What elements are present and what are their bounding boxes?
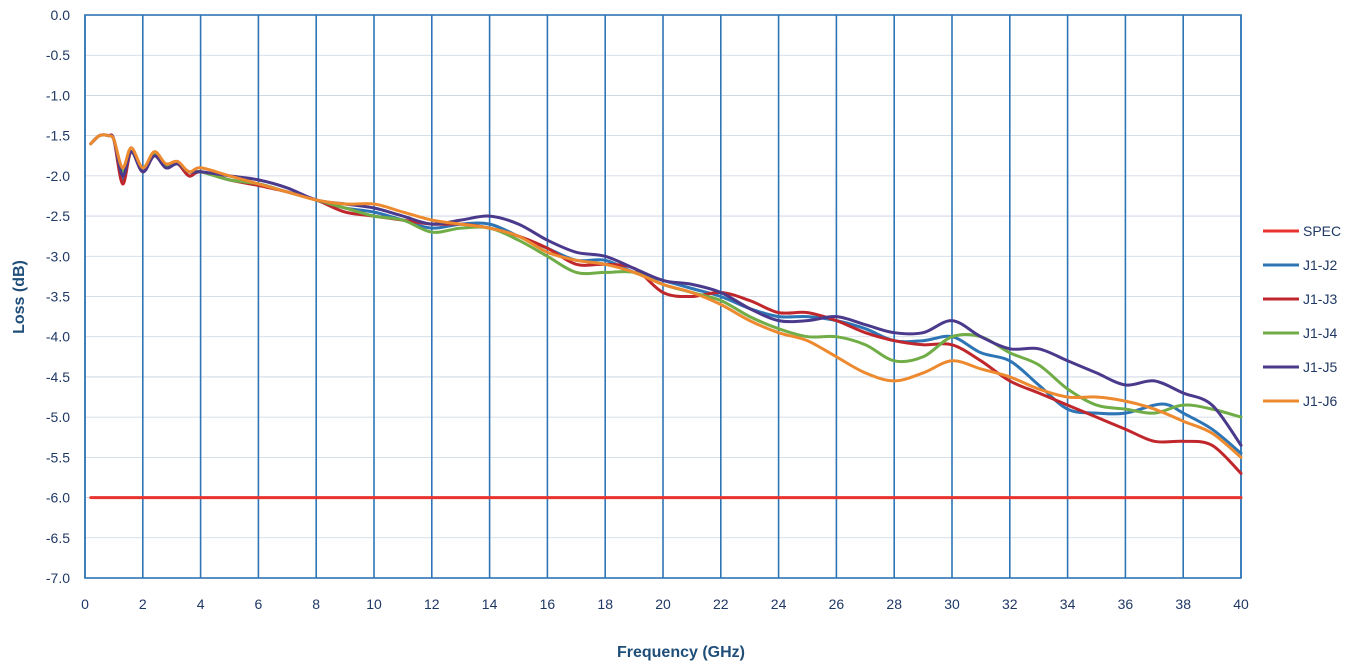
legend-label-j1-j2: J1-J2 xyxy=(1303,257,1337,273)
x-tick-label: 36 xyxy=(1118,596,1134,612)
y-tick-label: -1.5 xyxy=(46,128,70,144)
x-axis-title: Frequency (GHz) xyxy=(617,644,745,661)
y-tick-label: 0.0 xyxy=(51,7,71,23)
x-tick-label: 10 xyxy=(366,596,382,612)
y-tick-label: -2.5 xyxy=(46,208,70,224)
y-tick-label: -3.5 xyxy=(46,289,70,305)
y-axis-title: Loss (dB) xyxy=(11,260,28,334)
y-tick-label: -4.0 xyxy=(46,329,70,345)
y-tick-label: -5.5 xyxy=(46,449,70,465)
axes xyxy=(84,14,1242,579)
x-tick-label: 20 xyxy=(655,596,671,612)
x-tick-label: 32 xyxy=(1002,596,1018,612)
legend-label-j1-j5: J1-J5 xyxy=(1303,359,1337,375)
x-tick-label: 22 xyxy=(713,596,729,612)
x-tick-label: 40 xyxy=(1233,596,1249,612)
y-tick-label: -6.5 xyxy=(46,530,70,546)
x-tick-label: 18 xyxy=(597,596,613,612)
y-axis-tick-labels: 0.0 -0.5 -1.0 -1.5 -2.0 -2.5 -3.0 -3.5 -4.0 -4.5 -… xyxy=(46,7,70,586)
y-tick-label: -1.0 xyxy=(46,87,70,103)
y-tick-label: -5.0 xyxy=(46,409,70,425)
y-tick-label: -3.0 xyxy=(46,248,70,264)
x-tick-label: 0 xyxy=(81,596,89,612)
series-line-j1-j6 xyxy=(89,133,1243,459)
x-tick-label: 8 xyxy=(312,596,320,612)
y-tick-label: -0.5 xyxy=(46,47,70,63)
legend: SPEC J1-J2 J1-J3 J1-J4 J1-J5 J1-J6 xyxy=(1263,223,1341,409)
x-tick-label: 28 xyxy=(886,596,902,612)
x-tick-label: 34 xyxy=(1060,596,1076,612)
x-tick-label: 16 xyxy=(540,596,556,612)
x-tick-label: 2 xyxy=(139,596,147,612)
x-tick-label: 14 xyxy=(482,596,498,612)
y-tick-label: -6.0 xyxy=(46,490,70,506)
plot-border xyxy=(84,14,1242,579)
y-tick-label: -4.5 xyxy=(46,369,70,385)
x-axis-tick-labels: 0 2 4 6 8 10 12 14 16 18 20 22 24 26 28 30 32 34 36 38 40 xyxy=(81,596,1249,612)
legend-label-spec: SPEC xyxy=(1303,223,1341,239)
series-line-j1-j5 xyxy=(89,133,1243,447)
y-tick-label: -7.0 xyxy=(46,570,70,586)
x-tick-label: 30 xyxy=(944,596,960,612)
x-tick-label: 6 xyxy=(255,596,263,612)
data-series xyxy=(89,133,1243,500)
y-tick-label: -2.0 xyxy=(46,168,70,184)
x-tick-label: 26 xyxy=(829,596,845,612)
legend-label-j1-j6: J1-J6 xyxy=(1303,393,1337,409)
x-tick-label: 4 xyxy=(197,596,205,612)
grid-lines xyxy=(84,14,1242,579)
legend-label-j1-j4: J1-J4 xyxy=(1303,325,1337,341)
x-tick-label: 38 xyxy=(1175,596,1191,612)
legend-label-j1-j3: J1-J3 xyxy=(1303,291,1337,307)
x-tick-label: 12 xyxy=(424,596,440,612)
x-tick-label: 24 xyxy=(771,596,787,612)
